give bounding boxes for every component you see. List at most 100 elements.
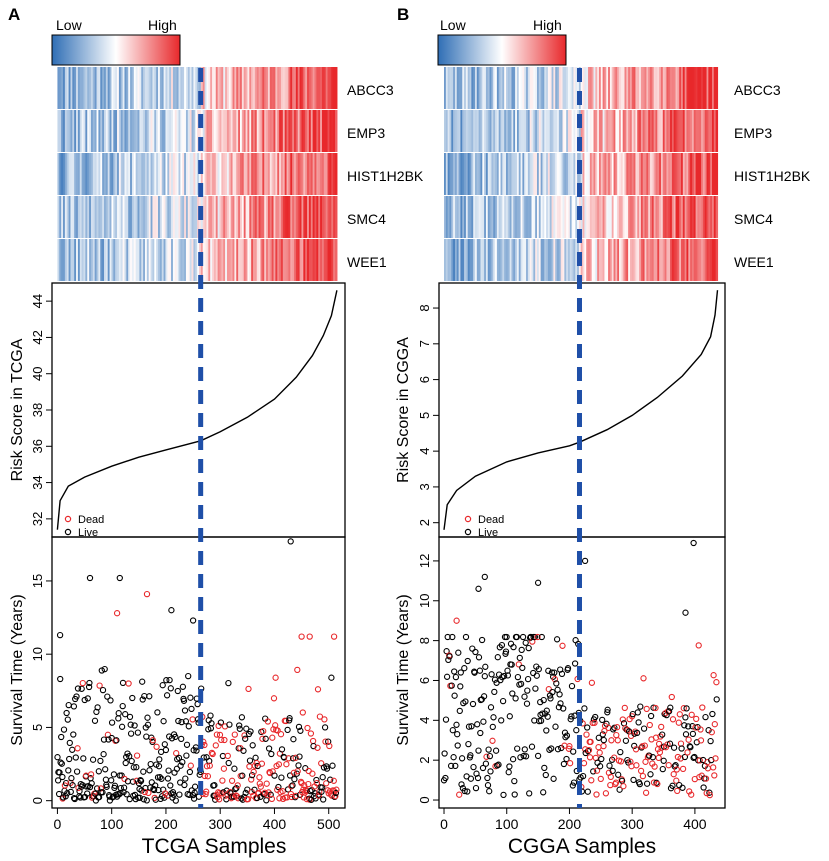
live-point xyxy=(516,654,523,662)
dead-point xyxy=(613,731,620,739)
heatmap-cell xyxy=(210,67,213,109)
heatmap-cell xyxy=(79,110,83,152)
heatmap-cell xyxy=(456,153,460,195)
live-point xyxy=(64,790,71,797)
heatmap-cell xyxy=(113,110,116,152)
heatmap-cell xyxy=(323,153,327,195)
heatmap-cell xyxy=(702,196,706,238)
live-point xyxy=(564,665,572,672)
live-point xyxy=(81,696,88,704)
dead-point xyxy=(216,796,223,803)
heatmap-cell xyxy=(241,110,245,152)
live-point xyxy=(180,697,188,704)
live-point xyxy=(499,697,507,705)
live-point xyxy=(451,668,458,675)
live-point xyxy=(302,765,309,772)
heatmap-cell xyxy=(650,67,653,109)
heatmap-cell xyxy=(502,196,505,238)
heatmap-cell xyxy=(560,239,564,281)
live-point xyxy=(569,782,576,789)
heatmap-cell xyxy=(460,196,463,238)
dead-point xyxy=(453,617,460,624)
heatmap-cell xyxy=(223,153,226,195)
heatmap-cell xyxy=(228,110,232,152)
heatmap-cell xyxy=(63,239,66,281)
live-point xyxy=(278,746,286,753)
heatmap-cell xyxy=(454,239,458,281)
heatmap-cell xyxy=(620,239,624,281)
heatmap-cell xyxy=(504,196,507,238)
heatmap-cell xyxy=(582,239,585,281)
heatmap-cell xyxy=(191,110,195,152)
live-point xyxy=(247,728,254,735)
dead-point xyxy=(307,730,315,737)
heatmap-cell xyxy=(223,239,226,281)
heatmap-cell xyxy=(208,196,211,238)
heatmap-cell xyxy=(620,153,624,195)
dead-point xyxy=(710,672,717,679)
heatmap-cell xyxy=(102,67,105,109)
heatmap-cell xyxy=(557,110,560,152)
heatmap-cell xyxy=(465,153,469,195)
live-point xyxy=(223,796,230,803)
live-point xyxy=(636,780,643,788)
live-point xyxy=(498,641,506,649)
dead-point xyxy=(294,666,301,674)
heatmap-cell xyxy=(195,110,198,152)
heatmap-cell xyxy=(653,153,657,195)
survival-xtick-label: 0 xyxy=(440,816,448,832)
heatmap-cell xyxy=(670,110,673,152)
heatmap-cell xyxy=(79,67,83,109)
heatmap-cell xyxy=(228,196,232,238)
heatmap-cell xyxy=(74,239,77,281)
live-point xyxy=(544,713,551,720)
heatmap-cell xyxy=(305,196,308,238)
heatmap-cell xyxy=(677,239,680,281)
heatmap-cell xyxy=(650,196,653,238)
heatmap-cell xyxy=(158,239,161,281)
dead-point xyxy=(292,792,300,800)
live-point xyxy=(162,746,170,754)
heatmap-cell xyxy=(495,196,498,238)
heatmap-cell xyxy=(646,110,649,152)
heatmap-cell xyxy=(617,153,620,195)
heatmap-cell xyxy=(671,239,675,281)
heatmap-cell xyxy=(245,196,249,238)
heatmap-cell xyxy=(323,110,327,152)
heatmap-cell xyxy=(695,67,699,109)
live-point xyxy=(471,669,478,676)
heatmap-cell xyxy=(679,196,682,238)
heatmap-cell xyxy=(251,110,254,152)
heatmap-cell xyxy=(294,67,297,109)
heatmap-cell xyxy=(169,110,172,152)
heatmap-cell xyxy=(549,110,553,152)
heatmap-cell xyxy=(511,67,514,109)
heatmap-cell xyxy=(249,196,252,238)
panel-b-gene-2: HIST1H2BK xyxy=(734,168,811,184)
live-point xyxy=(67,788,74,796)
heatmap-cell xyxy=(219,110,222,152)
heatmap-cell xyxy=(489,153,493,195)
heatmap-cell xyxy=(498,153,502,195)
heatmap-cell xyxy=(335,67,338,109)
heatmap-cell xyxy=(704,67,708,109)
heatmap-cell xyxy=(133,110,137,152)
heatmap-cell xyxy=(104,67,107,109)
heatmap-cell xyxy=(64,110,68,152)
heatmap-cell xyxy=(701,67,704,109)
live-point xyxy=(318,788,325,795)
heatmap-cell xyxy=(70,239,73,281)
live-point xyxy=(268,750,275,758)
heatmap-cell xyxy=(631,239,635,281)
heatmap-cell xyxy=(547,110,551,152)
heatmap-cell xyxy=(496,67,500,109)
dead-point xyxy=(641,742,648,749)
heatmap-cell xyxy=(115,153,118,195)
heatmap-cell xyxy=(295,153,299,195)
heatmap-cell xyxy=(507,239,511,281)
heatmap-cell xyxy=(606,196,609,238)
heatmap-cell xyxy=(333,196,336,238)
dead-point xyxy=(588,777,595,784)
heatmap-cell xyxy=(307,153,310,195)
heatmap-cell xyxy=(70,67,73,109)
